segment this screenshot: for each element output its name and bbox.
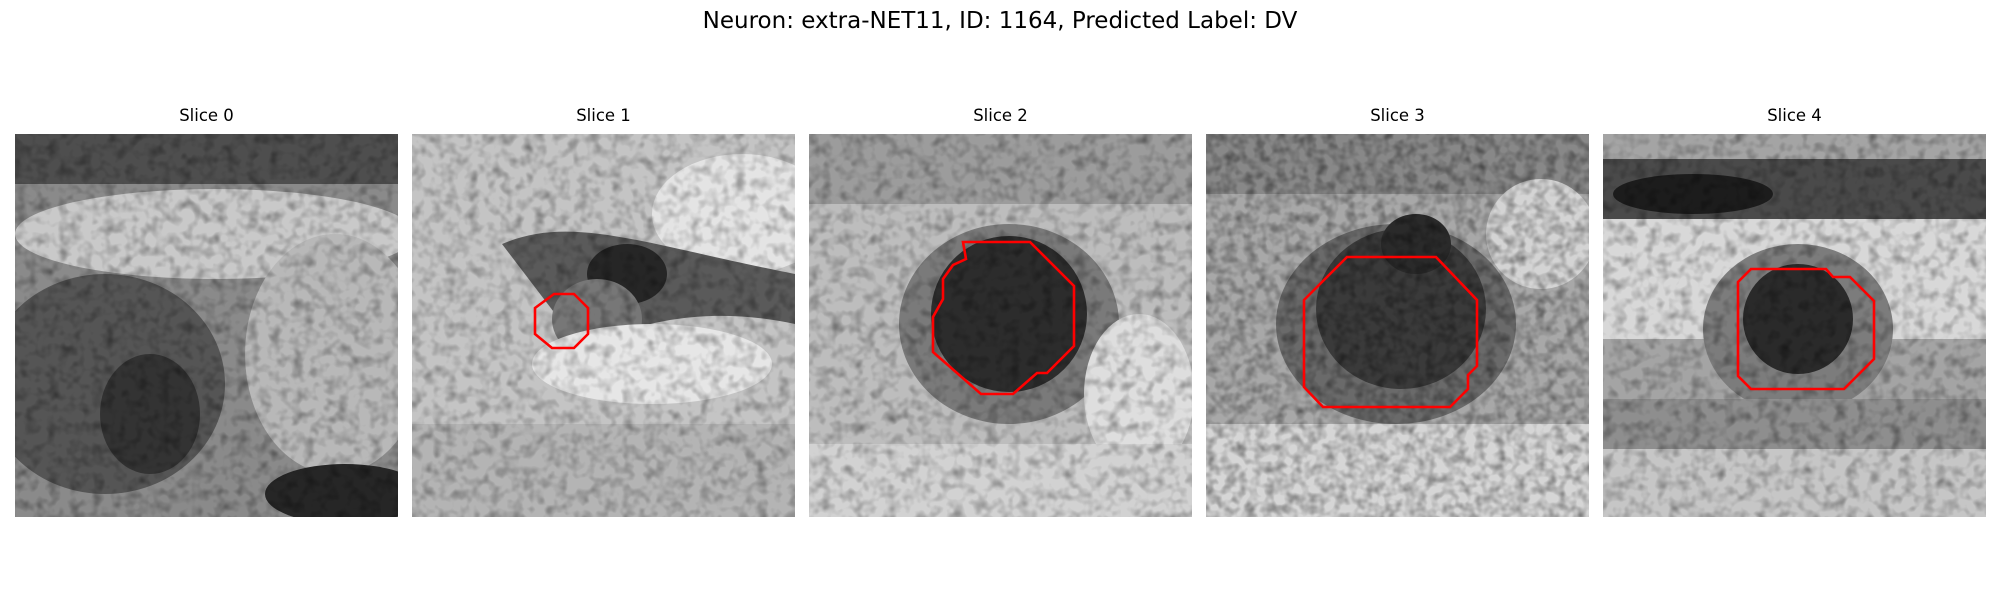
slice-panel-4: Slice 4 (1603, 106, 1986, 517)
slice-panel-3: Slice 3 (1206, 106, 1589, 517)
slice-image (809, 134, 1192, 517)
slice-image (1603, 134, 1986, 517)
slice-title: Slice 4 (1767, 106, 1822, 125)
slice-panel-1: Slice 1 (412, 106, 795, 517)
slice-title: Slice 0 (179, 106, 234, 125)
contour-outline (533, 292, 590, 350)
contour-outline (1302, 255, 1479, 409)
slice-title: Slice 1 (576, 106, 631, 125)
figure-title: Neuron: extra-NET11, ID: 1164, Predicted… (702, 8, 1298, 34)
slice-title: Slice 3 (1370, 106, 1425, 125)
slice-image (15, 134, 398, 517)
slice-panel-0: Slice 0 (15, 106, 398, 517)
slice-panel-2: Slice 2 (809, 106, 1192, 517)
slice-image (1206, 134, 1589, 517)
contour-outline (1736, 267, 1876, 391)
contour-outline (931, 240, 1076, 396)
slice-image (412, 134, 795, 517)
slice-title: Slice 2 (973, 106, 1028, 125)
